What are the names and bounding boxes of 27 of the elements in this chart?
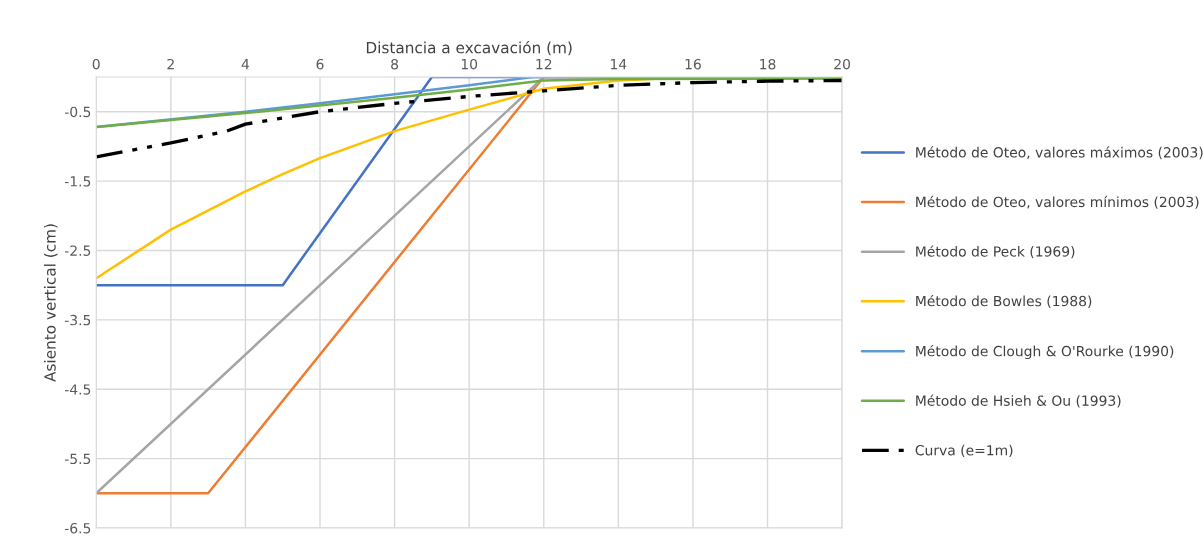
legend-label: Método de Bowles (1988): [916, 294, 1092, 308]
y-tick-label: -5.5: [64, 453, 91, 465]
legend-label: Método de Clough & O'Rourke (1990): [916, 345, 1174, 360]
legend-label: Método de Oteo, valores máximos (2003): [916, 146, 1203, 160]
x-tick-label: 8: [391, 58, 399, 70]
x-tick-label: 10: [461, 58, 478, 70]
y-tick-label: -4.5: [64, 384, 91, 395]
legend-label: Curva (e=1m): [915, 444, 1013, 458]
x-axis-title: Distancia a excavación (m): [366, 40, 572, 56]
x-tick-label: 4: [241, 59, 250, 70]
y-tick-label: -3.5: [64, 314, 91, 326]
y-axis-title: Asiento vertical (cm): [43, 224, 58, 382]
x-tick-label: 0: [92, 58, 100, 70]
x-tick-label: 2: [167, 58, 174, 70]
x-tick-label: 14: [611, 59, 627, 70]
x-tick-label: 20: [834, 58, 851, 70]
x-tick-label: 16: [685, 58, 701, 70]
y-tick-label: -2.5: [64, 245, 91, 256]
legend-label: Método de Peck (1969): [916, 245, 1075, 259]
x-tick-label: 18: [760, 58, 776, 70]
legend-label: Método de Hsieh & Ou (1993): [916, 394, 1121, 408]
legend-label: Método de Oteo, valores mínimos (2003): [916, 195, 1199, 209]
y-tick-label: -0.5: [64, 106, 91, 118]
x-tick-label: 12: [536, 58, 552, 70]
x-tick-label: 6: [316, 58, 324, 70]
y-tick-label: -6.5: [64, 522, 91, 534]
y-tick-label: -1.5: [64, 176, 91, 187]
